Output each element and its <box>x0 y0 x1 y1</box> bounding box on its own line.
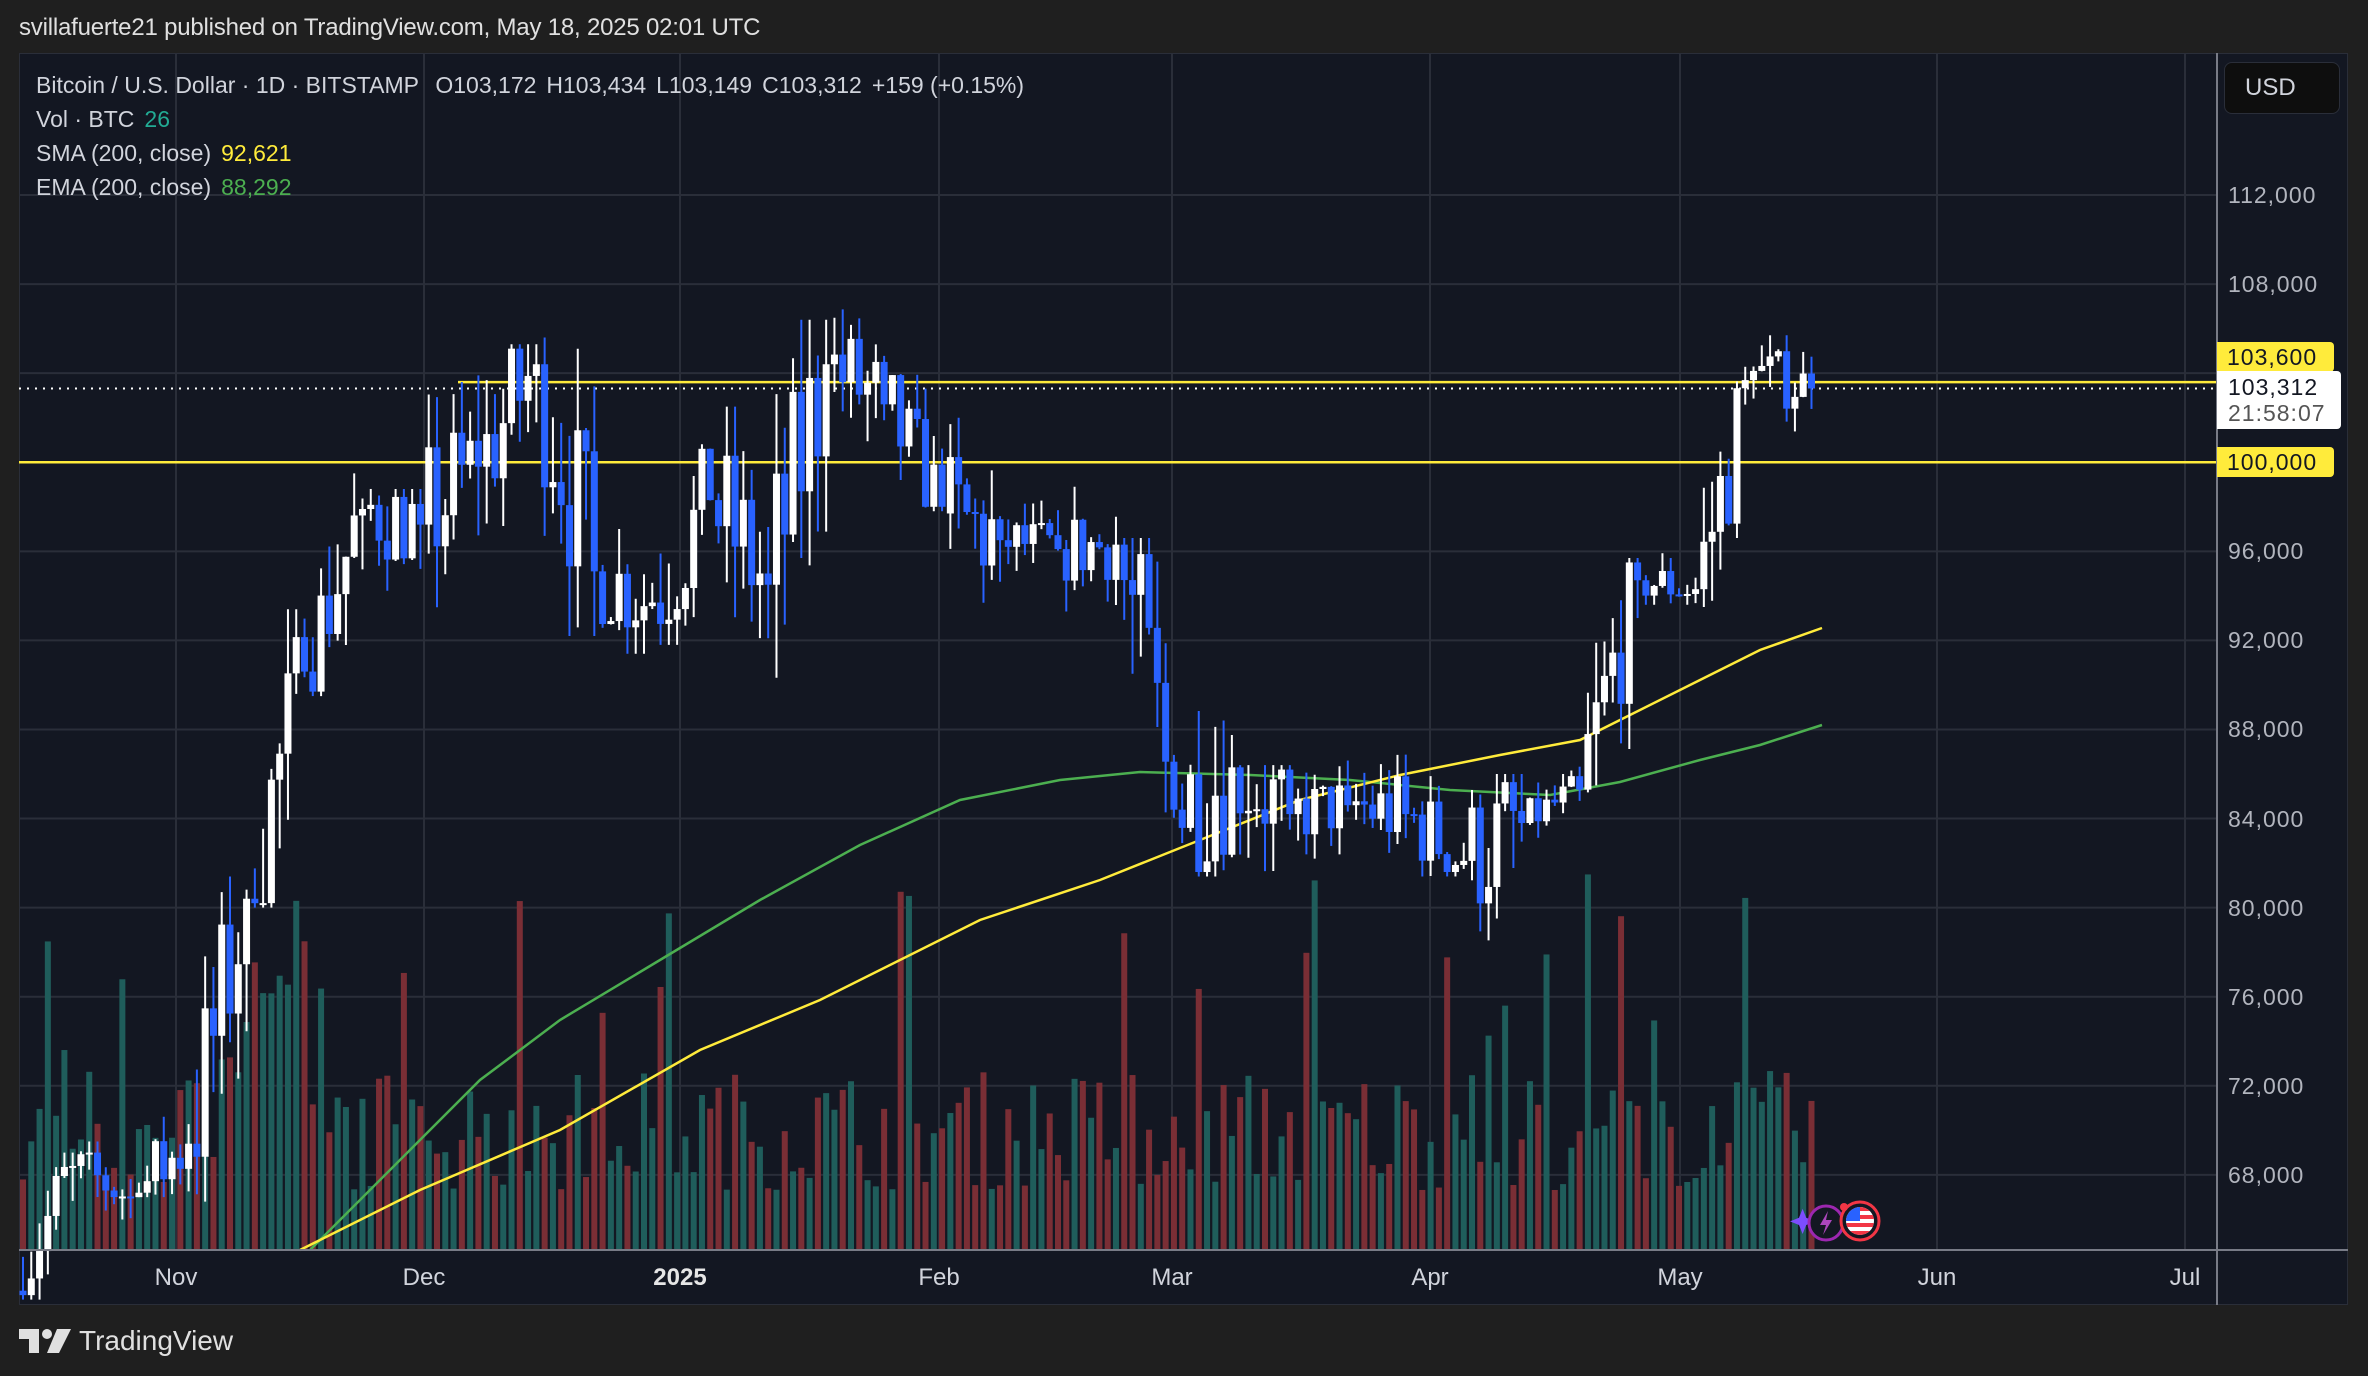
ema-row[interactable]: EMA (200, close) 88,292 <box>36 170 1034 204</box>
time-tick-label: 2025 <box>653 1264 707 1291</box>
horizontal-levels[interactable] <box>19 380 2217 642</box>
low-value: L103,149 <box>656 72 753 98</box>
price-tick-label: 68,000 <box>2228 1161 2305 1188</box>
time-tick-label: Feb <box>918 1264 960 1291</box>
ema-label: EMA (200, close) <box>36 174 212 200</box>
tradingview-logo[interactable]: TradingView <box>19 1325 233 1357</box>
bar-countdown: 21:58:07 <box>2228 400 2326 426</box>
sma-row[interactable]: SMA (200, close) 92,621 <box>36 136 1034 170</box>
brand-name: TradingView <box>79 1325 234 1356</box>
time-tick-label: Dec <box>402 1264 446 1291</box>
ema-value: 88,292 <box>221 174 292 200</box>
sma-label: SMA (200, close) <box>36 140 212 166</box>
last-price-value: 103,312 <box>2228 374 2319 400</box>
price-tick-label: 96,000 <box>2228 538 2305 565</box>
price-tick-label: 92,000 <box>2228 627 2305 654</box>
volume-row[interactable]: Vol · BTC 26 <box>36 102 1034 136</box>
time-tick-label: Nov <box>154 1264 198 1291</box>
volume-value: 26 <box>144 106 171 132</box>
price-tick-label: 112,000 <box>2228 182 2317 208</box>
us-flag-event-icon[interactable] <box>1839 1200 1881 1242</box>
last-price-tag: 103,312 21:58:07 <box>2217 371 2341 429</box>
price-tick-label: 72,000 <box>2228 1072 2305 1099</box>
symbol-row: Bitcoin / U.S. Dollar · 1D · BITSTAMP O1… <box>36 68 1034 102</box>
price-tick-label: 108,000 <box>2228 271 2319 298</box>
sma-value: 92,621 <box>221 140 292 166</box>
chart-legend: Bitcoin / U.S. Dollar · 1D · BITSTAMP O1… <box>36 68 1034 204</box>
moving-average-lines <box>299 626 1823 1252</box>
price-tick-label: 80,000 <box>2228 894 2305 921</box>
close-value: C103,312 <box>762 72 862 98</box>
support-price-tag: 100,000 <box>2217 447 2334 477</box>
change-value: +159 (+0.15%) <box>871 72 1025 98</box>
high-value: H103,434 <box>546 72 647 98</box>
grid-lines <box>19 53 2217 1250</box>
time-tick-label: Jul <box>2169 1264 2201 1291</box>
publish-info: svillafuerte21 published on TradingView.… <box>19 14 761 41</box>
time-tick-label: Apr <box>1411 1264 1449 1291</box>
axis-dividers <box>19 53 2348 1305</box>
time-tick-label: May <box>1657 1264 1703 1291</box>
price-tick-label: 76,000 <box>2228 983 2305 1010</box>
price-tick-label: 88,000 <box>2228 716 2305 743</box>
candlesticks <box>19 309 1815 1300</box>
chart-panel[interactable] <box>19 53 2348 1305</box>
time-tick-label: Mar <box>1151 1264 1193 1291</box>
currency-button[interactable]: USD <box>2224 62 2340 114</box>
sparkle-event-icon[interactable] <box>1790 1208 1816 1234</box>
open-value: O103,172 <box>435 72 537 98</box>
volume-label: Vol · BTC <box>36 106 135 132</box>
volume-bars <box>20 874 1815 1250</box>
time-tick-label: Jun <box>1917 1264 1957 1291</box>
lightning-event-icon[interactable] <box>1807 1204 1845 1242</box>
price-tick-label: 84,000 <box>2228 805 2305 832</box>
event-markers[interactable] <box>1790 1197 1886 1247</box>
symbol-name[interactable]: Bitcoin / U.S. Dollar · 1D · BITSTAMP <box>36 72 419 98</box>
resistance-price-tag: 103,600 <box>2217 342 2334 372</box>
tradingview-logo-icon <box>19 1329 71 1353</box>
